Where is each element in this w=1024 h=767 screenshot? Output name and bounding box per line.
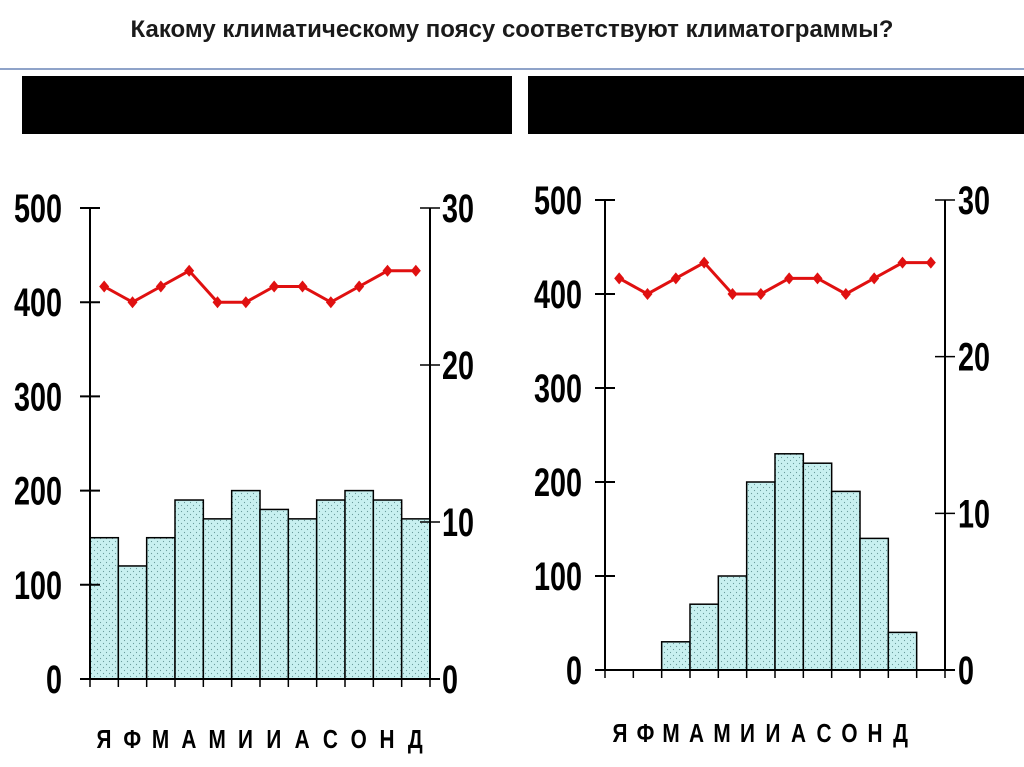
left-redaction-bar	[22, 76, 512, 134]
temperature-point	[670, 272, 681, 285]
left-tick-label: 0	[46, 657, 62, 702]
temperature-point	[155, 280, 166, 293]
left-tick-label: 200	[14, 469, 62, 514]
temperature-point	[784, 272, 795, 285]
precip-bar	[660, 641, 691, 671]
precip-bar	[89, 536, 120, 680]
month-label: М	[152, 725, 169, 754]
month-label: М	[713, 719, 730, 748]
month-label: А	[295, 725, 310, 754]
title-bar: Какому климатическому поясу соответствую…	[0, 0, 1024, 70]
temperature-point	[925, 256, 936, 269]
month-label: Ф	[123, 725, 141, 754]
month-label: Я	[613, 719, 628, 748]
precip-bar	[859, 537, 890, 671]
temperature-point	[410, 264, 421, 277]
temperature-point	[127, 296, 138, 309]
month-label: Д	[893, 719, 908, 748]
temperature-line	[618, 260, 931, 296]
temperature-point	[297, 280, 308, 293]
temperature-point	[212, 296, 223, 309]
precip-bar	[230, 489, 261, 680]
temperature-point	[240, 296, 251, 309]
month-label: С	[816, 719, 831, 748]
precip-bar	[344, 489, 375, 680]
precip-bar	[315, 499, 346, 680]
month-label: А	[791, 719, 806, 748]
temperature-point	[354, 280, 365, 293]
page-title: Какому климатическому поясу соответствую…	[130, 16, 894, 43]
temperature-point	[755, 288, 766, 300]
month-label: Ф	[637, 719, 655, 748]
precip-bar	[774, 453, 805, 671]
precip-bar	[717, 575, 748, 671]
right-tick-label: 0	[958, 648, 974, 693]
temperature-point	[614, 272, 625, 285]
temperature-point	[184, 264, 195, 277]
month-label: А	[689, 719, 704, 748]
temperature-point	[727, 288, 738, 300]
right-redaction-bar	[528, 76, 1024, 134]
temperature-point	[382, 264, 393, 277]
left-tick-label: 400	[534, 272, 582, 317]
month-label: О	[351, 725, 367, 754]
month-label: И	[266, 725, 281, 754]
month-label: Д	[408, 725, 423, 754]
temperature-point	[699, 256, 710, 269]
temperature-point	[869, 272, 880, 285]
month-label: Я	[97, 725, 112, 754]
right-tick-label: 10	[958, 492, 990, 537]
right-tick-label: 10	[442, 500, 474, 545]
precip-bar	[745, 481, 776, 671]
precip-bar	[372, 499, 403, 680]
left-tick-label: 500	[14, 186, 62, 231]
precip-bar	[117, 565, 148, 680]
precip-bar	[202, 518, 233, 680]
title-divider	[0, 68, 1024, 70]
month-label: А	[181, 725, 196, 754]
temperature-point	[897, 256, 908, 269]
left-tick-label: 300	[534, 366, 582, 411]
precip-bar	[259, 508, 290, 680]
month-label: И	[740, 719, 755, 748]
left-tick-label: 500	[534, 178, 582, 223]
precip-bar	[887, 631, 918, 671]
left-tick-label: 0	[566, 648, 582, 693]
temperature-point	[840, 288, 851, 300]
right-tick-label: 20	[958, 335, 990, 380]
left-tick-label: 100	[14, 563, 62, 608]
month-label: Н	[379, 725, 394, 754]
temperature-point	[812, 272, 823, 285]
left-tick-label: 300	[14, 375, 62, 420]
right-tick-label: 20	[442, 343, 474, 388]
month-label: О	[841, 719, 857, 748]
precip-bar	[174, 499, 205, 680]
month-label: С	[323, 725, 338, 754]
right-tick-label: 0	[442, 657, 458, 702]
left-tick-label: 200	[534, 460, 582, 505]
month-label: М	[662, 719, 679, 748]
temperature-point	[269, 280, 280, 293]
right-tick-label: 30	[442, 186, 474, 231]
month-label: М	[209, 725, 226, 754]
precip-bar	[689, 603, 720, 671]
temperature-point	[642, 288, 653, 300]
temperature-point	[325, 296, 336, 309]
left-tick-label: 400	[14, 281, 62, 326]
month-label: И	[766, 719, 781, 748]
temperature-line	[103, 268, 416, 304]
month-label: И	[238, 725, 253, 754]
precip-bar	[287, 518, 318, 680]
month-label: Н	[867, 719, 882, 748]
right-tick-label: 30	[958, 178, 990, 223]
left-tick-label: 100	[534, 554, 582, 599]
precip-bar	[802, 462, 833, 671]
temperature-point	[99, 280, 110, 293]
precip-bar	[830, 490, 861, 671]
precip-bar	[145, 536, 176, 680]
precip-bar	[400, 518, 431, 680]
